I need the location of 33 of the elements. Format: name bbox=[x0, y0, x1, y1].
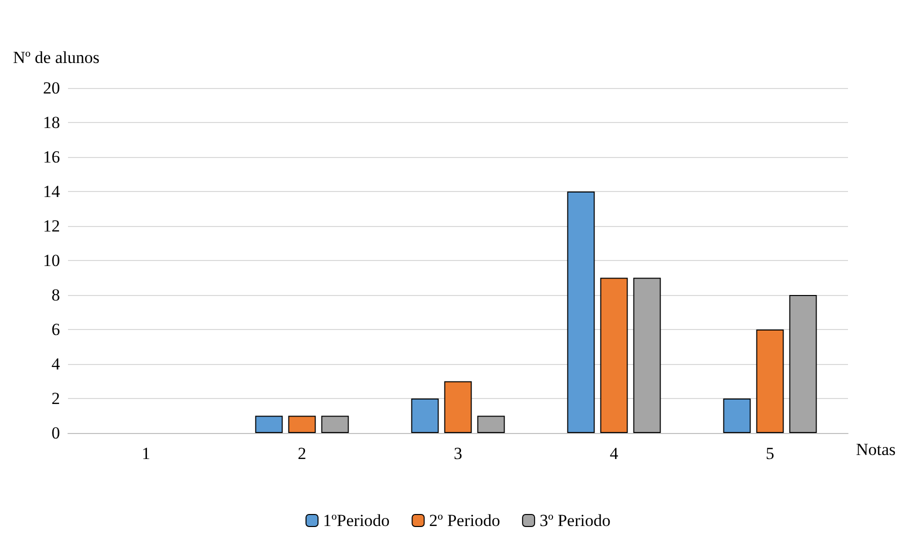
x-tick-label: 4 bbox=[610, 444, 619, 463]
x-tick-label: 5 bbox=[766, 444, 774, 463]
y-tick-label: 16 bbox=[43, 148, 60, 166]
bar bbox=[411, 398, 439, 433]
bar bbox=[255, 416, 283, 433]
y-tick-label: 8 bbox=[52, 286, 60, 304]
legend-label: 2º Periodo bbox=[429, 511, 500, 530]
y-tick-label: 18 bbox=[43, 113, 60, 132]
y-tick-label: 20 bbox=[43, 78, 60, 98]
y-tick-label: 10 bbox=[43, 251, 60, 270]
bar bbox=[756, 330, 784, 433]
y-tick-label: 0 bbox=[52, 424, 60, 442]
y-axis-title: Nº de alunos bbox=[13, 48, 100, 67]
y-tick-label: 4 bbox=[52, 354, 60, 374]
legend-label: 1ºPeriodo bbox=[323, 511, 390, 530]
bar bbox=[477, 416, 505, 433]
y-tick-label: 2 bbox=[52, 389, 60, 408]
bar bbox=[444, 381, 472, 433]
x-tick-label: 3 bbox=[454, 444, 462, 463]
legend-label: 3º Periodo bbox=[540, 511, 610, 530]
y-tick-label: 14 bbox=[43, 182, 60, 201]
bar bbox=[321, 416, 349, 433]
bar bbox=[633, 278, 661, 433]
x-tick-label: 1 bbox=[142, 444, 150, 463]
bar bbox=[288, 416, 316, 433]
bar bbox=[600, 278, 628, 433]
bar bbox=[723, 398, 751, 433]
x-tick-label: 2 bbox=[298, 444, 306, 463]
bar bbox=[567, 192, 595, 433]
x-axis-title: Notas bbox=[856, 440, 896, 459]
y-tick-label: 12 bbox=[43, 216, 60, 236]
bar bbox=[789, 295, 817, 433]
y-tick-label: 6 bbox=[52, 320, 60, 339]
